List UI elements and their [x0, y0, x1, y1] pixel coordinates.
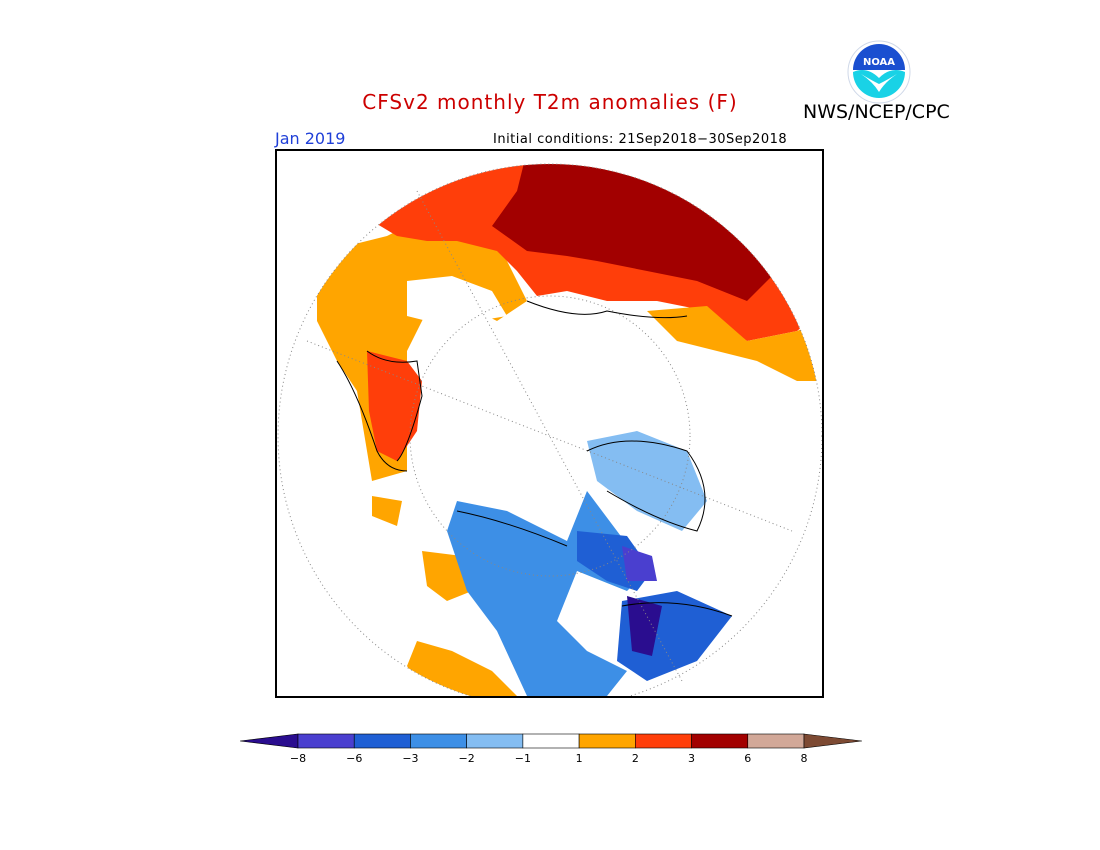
legend-tick-label: −2 — [458, 752, 475, 765]
meridian-line — [416, 190, 683, 682]
legend-tick-label: −1 — [514, 752, 531, 765]
legend-tick-label: 8 — [800, 752, 808, 765]
legend-bin — [522, 733, 580, 749]
color-legend-bar — [239, 733, 863, 749]
legend-bin — [635, 733, 692, 749]
legend-tick-label: 3 — [688, 752, 696, 765]
agency-label: NWS/NCEP/CPC — [803, 101, 950, 123]
anomaly-region-orange-california — [407, 641, 517, 696]
legend-tick-label: 2 — [631, 752, 639, 765]
legend-bin-max — [803, 733, 863, 749]
anomaly-region-lightblue-canada — [587, 431, 707, 531]
anomaly-region-orange-alaska-coast — [372, 496, 402, 526]
noaa-logo-text: NOAA — [863, 57, 895, 68]
latitude-circle — [409, 295, 691, 577]
legend-tick-label: −8 — [289, 752, 307, 765]
legend-bin — [466, 733, 524, 749]
legend-bin — [747, 733, 805, 749]
coastline — [366, 300, 733, 617]
initial-conditions: Initial conditions: 21Sep2018−30Sep2018 — [493, 132, 788, 147]
meridian-line — [306, 340, 793, 532]
legend-bin — [297, 733, 355, 749]
anomaly-region-darkpurple-great-lakes — [627, 596, 662, 656]
legend-tick-label: −6 — [346, 752, 363, 765]
legend-bin — [578, 733, 636, 749]
color-legend — [239, 733, 863, 753]
coastline-greenland — [336, 360, 408, 472]
legend-bin-min — [239, 733, 299, 749]
legend-tick-label: 1 — [575, 752, 583, 765]
legend-bin — [691, 733, 749, 749]
map-frame — [275, 149, 824, 698]
anomaly-region-red-greenland — [367, 351, 422, 461]
anomaly-region-white-scandinavia — [407, 276, 507, 321]
forecast-month: Jan 2019 — [275, 129, 346, 148]
anomaly-region-orange-pacific — [647, 306, 822, 381]
legend-tick-label: 6 — [744, 752, 752, 765]
polar-map — [277, 163, 822, 696]
legend-bin — [410, 733, 467, 749]
anomaly-region-orange-europe — [317, 221, 527, 481]
chart-title: CFSv2 monthly T2m anomalies (F) — [362, 90, 738, 114]
noaa-logo: NOAA — [847, 40, 911, 104]
legend-tick-label: −3 — [402, 752, 419, 765]
anomaly-region-purple-hudson — [622, 546, 657, 581]
legend-bin — [353, 733, 411, 749]
